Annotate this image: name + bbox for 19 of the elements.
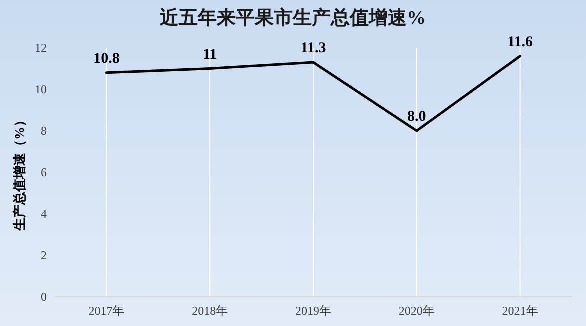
- y-tick-label: 0: [41, 290, 47, 304]
- x-tick-label: 2017年: [88, 304, 125, 318]
- data-label: 8.0: [408, 109, 426, 125]
- y-tick-label: 8: [41, 124, 47, 138]
- chart-title: 近五年来平果市生产总值增速%: [159, 7, 426, 29]
- data-label: 10.8: [94, 50, 120, 67]
- x-tick-label: 2020年: [398, 304, 435, 318]
- y-tick-label: 2: [41, 248, 47, 262]
- data-label: 11: [203, 46, 218, 63]
- x-tick-label: 2018年: [192, 304, 228, 318]
- x-tick-label: 2019年: [296, 304, 332, 318]
- y-tick-label: 10: [35, 82, 47, 96]
- y-tick-label: 4: [41, 207, 47, 221]
- y-axis-title: 生产总值增速（%）: [12, 114, 27, 232]
- x-tick-label: 2021年: [502, 304, 538, 318]
- y-tick-label: 6: [41, 166, 47, 180]
- y-tick-label: 12: [35, 41, 47, 55]
- data-label: 11.6: [508, 34, 534, 50]
- data-label: 11.3: [300, 40, 326, 57]
